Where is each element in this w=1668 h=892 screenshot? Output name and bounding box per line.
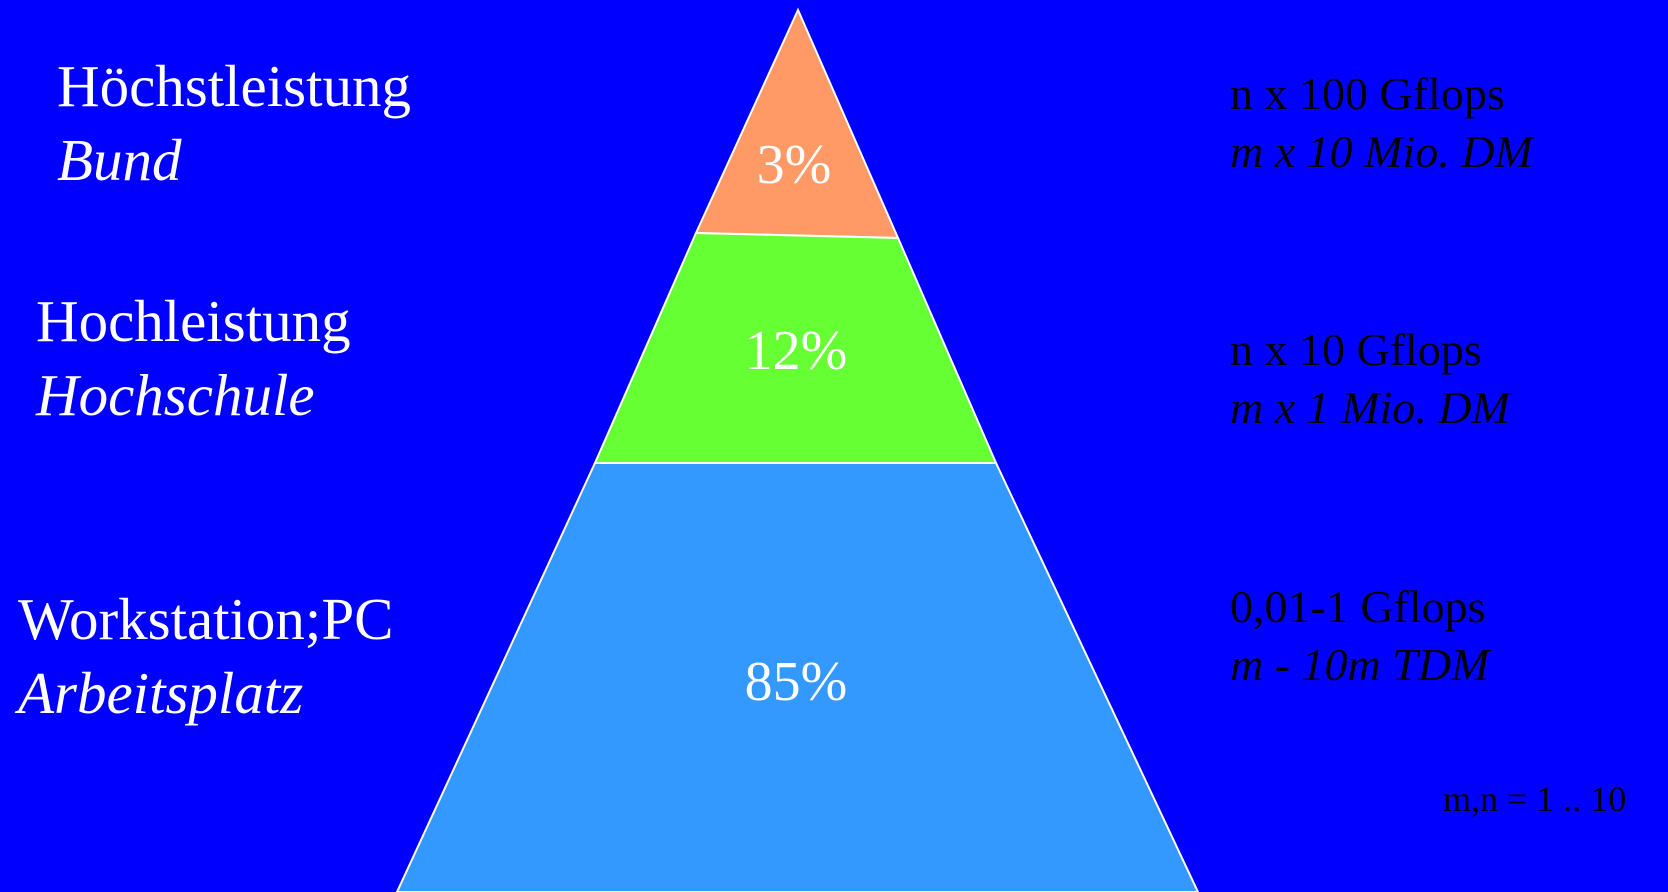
tier-spec-top: n x 100 Gflops m x 10 Mio. DM	[1230, 65, 1533, 182]
share-label-top: 3%	[757, 134, 832, 196]
tier-level-bottom: Workstation;PC	[18, 586, 394, 652]
tier-sector-middle: Hochschule	[36, 361, 315, 428]
tier-label-top: Höchstleistung Bund	[57, 50, 411, 198]
tier-performance-middle: n x 10 Gflops	[1230, 324, 1482, 375]
tier-spec-middle: n x 10 Gflops m x 1 Mio. DM	[1230, 321, 1510, 438]
tier-level-top: Höchstleistung	[57, 53, 411, 119]
tier-level-middle: Hochleistung	[36, 288, 351, 354]
tier-performance-bottom: 0,01-1 Gflops	[1230, 581, 1486, 632]
pyramid-segment-top	[694, 7, 900, 240]
share-label-bottom: 85%	[745, 651, 848, 713]
share-label-middle: 12%	[745, 320, 848, 382]
tier-cost-middle: m x 1 Mio. DM	[1230, 382, 1510, 434]
tier-label-middle: Hochleistung Hochschule	[36, 285, 351, 433]
variable-range-note: m,n = 1 .. 10	[1443, 779, 1627, 819]
tier-spec-bottom: 0,01-1 Gflops m - 10m TDM	[1230, 578, 1489, 695]
pyramid-segment-bottom	[395, 462, 1200, 892]
tier-label-bottom: Workstation;PC Arbeitsplatz	[18, 583, 394, 731]
tier-sector-top: Bund	[57, 126, 182, 193]
tier-cost-top: m x 10 Mio. DM	[1230, 126, 1533, 178]
tier-sector-bottom: Arbeitsplatz	[18, 659, 304, 726]
tier-performance-top: n x 100 Gflops	[1230, 68, 1505, 119]
tier-cost-bottom: m - 10m TDM	[1230, 639, 1490, 691]
